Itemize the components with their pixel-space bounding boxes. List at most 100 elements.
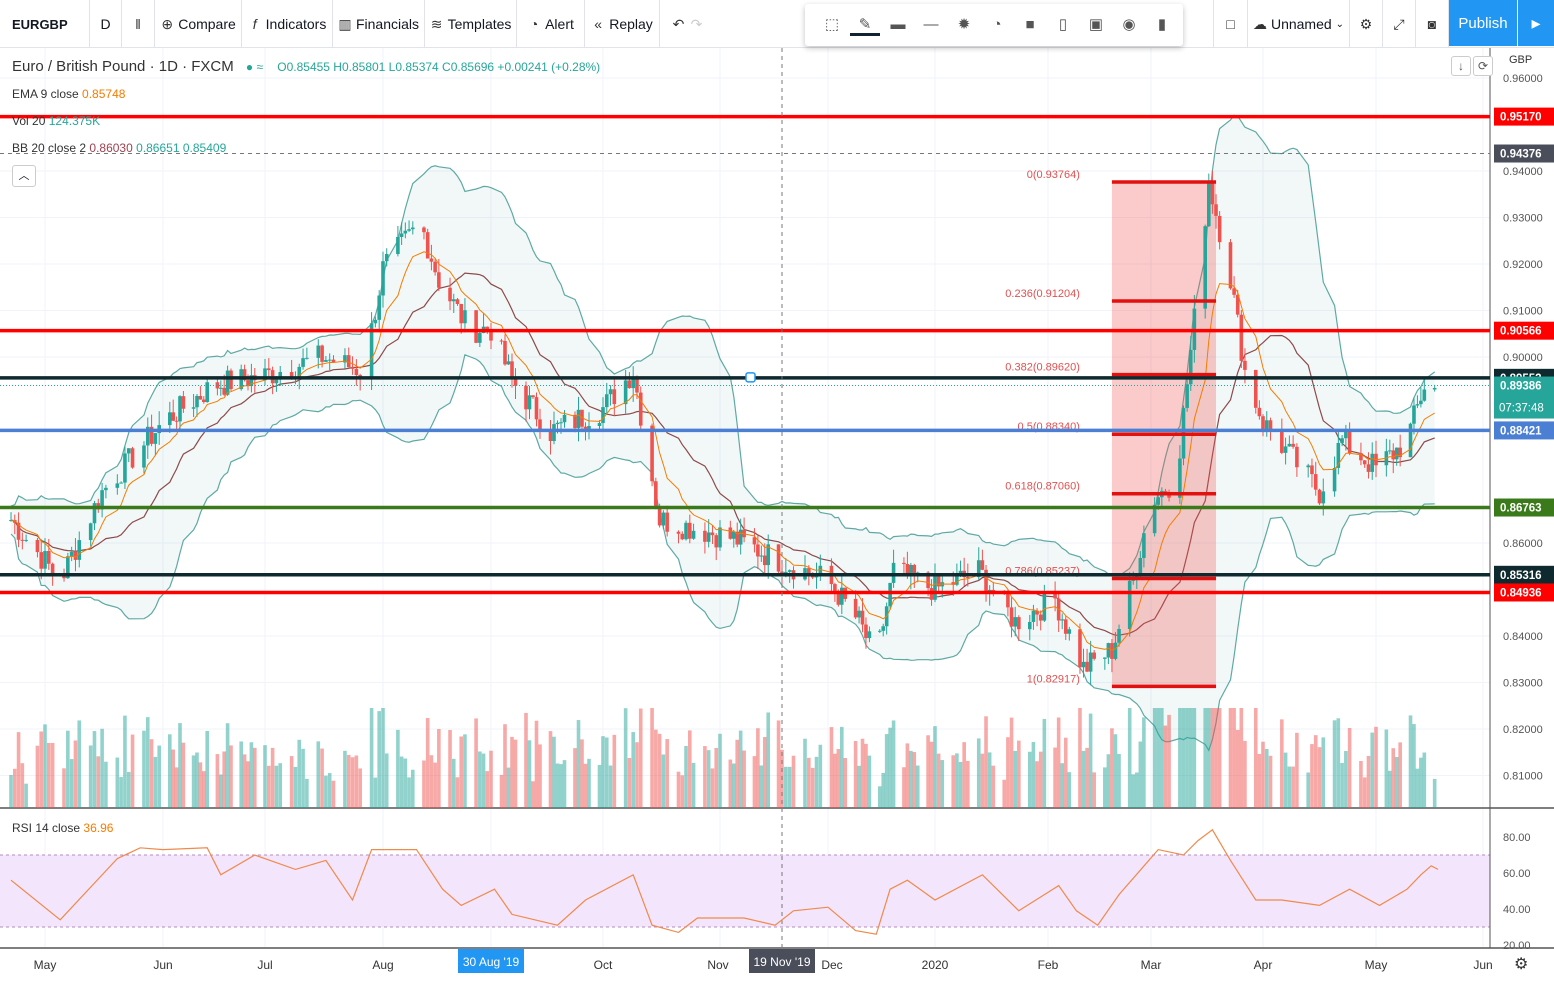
volume-bar bbox=[576, 720, 581, 808]
volume-bar bbox=[239, 741, 243, 808]
eye-icon[interactable]: ◉ bbox=[1122, 16, 1136, 33]
volume-bar bbox=[631, 732, 635, 808]
line-weight-icon[interactable]: ▬ bbox=[890, 16, 906, 33]
publish-options-button[interactable]: ▸ bbox=[1518, 0, 1554, 46]
candle-body bbox=[1408, 423, 1413, 458]
rsi-tick-label: 20.00 bbox=[1503, 940, 1531, 952]
templates-button[interactable]: ≋ Templates bbox=[425, 0, 517, 48]
plus-circle-icon: ⊕ bbox=[161, 15, 174, 32]
fill-icon[interactable]: ■ bbox=[1025, 16, 1035, 33]
fullscreen-button[interactable]: ⤢ bbox=[1383, 0, 1416, 48]
volume-bar bbox=[915, 765, 920, 808]
volume-bar bbox=[752, 756, 757, 808]
candle-body bbox=[1203, 226, 1207, 309]
volume-bar bbox=[728, 759, 733, 808]
alert-add-icon[interactable]: ◔ bbox=[992, 16, 1002, 33]
settings-icon[interactable]: ✹ bbox=[957, 16, 971, 33]
volume-bar bbox=[787, 766, 792, 808]
volume-bar bbox=[688, 730, 692, 808]
candle-body bbox=[623, 380, 628, 405]
volume-bar bbox=[884, 734, 889, 808]
trash-icon[interactable]: ▮ bbox=[1157, 16, 1167, 33]
template-icon[interactable]: ▯ bbox=[1058, 16, 1068, 33]
candle-body bbox=[1038, 614, 1043, 621]
candle-body bbox=[278, 372, 283, 380]
volume-bar bbox=[818, 744, 823, 808]
reset-scale-button[interactable]: ⟳ bbox=[1473, 56, 1493, 76]
publish-button[interactable]: Publish bbox=[1449, 0, 1518, 46]
candle-body bbox=[657, 506, 662, 526]
replay-button[interactable]: « Replay bbox=[585, 0, 660, 48]
indicators-button[interactable]: f Indicators bbox=[242, 0, 333, 48]
candle-body bbox=[1188, 349, 1193, 385]
candle-body bbox=[951, 582, 956, 585]
candle-body bbox=[381, 261, 385, 296]
volume-bar bbox=[451, 758, 456, 808]
arrow-down-icon: ↓ bbox=[1458, 59, 1464, 73]
volume-bar bbox=[327, 773, 332, 808]
candle-body bbox=[178, 396, 182, 422]
candle-body bbox=[274, 379, 279, 384]
candle-body bbox=[437, 272, 441, 288]
volume-bar bbox=[710, 768, 715, 808]
bb-legend[interactable]: BB 20 close 2 0.86030 0.86651 0.85409 bbox=[12, 141, 226, 155]
volume-bar bbox=[1006, 737, 1010, 808]
price-tick-label: 0.84000 bbox=[1503, 631, 1543, 643]
volume-bar bbox=[843, 758, 848, 808]
pencil-icon[interactable]: ✎ bbox=[850, 14, 880, 36]
bb-lower: 0.85409 bbox=[182, 141, 227, 155]
collapse-legend-button[interactable]: ︿ bbox=[12, 165, 36, 187]
interval-button[interactable]: D bbox=[90, 0, 122, 48]
drag-handle[interactable] bbox=[745, 372, 756, 383]
volume-bar bbox=[1336, 718, 1341, 808]
compare-button[interactable]: ⊕ Compare bbox=[155, 0, 242, 48]
snapshot-button[interactable]: ◙ bbox=[1416, 0, 1449, 48]
volume-bar bbox=[455, 777, 460, 808]
price-tick-label: 0.82000 bbox=[1503, 724, 1543, 736]
axis-settings-icon[interactable]: ⚙ bbox=[1514, 956, 1529, 973]
rsi-legend[interactable]: RSI 14 close 36.96 bbox=[12, 821, 113, 835]
chart-type-button[interactable]: ‖ bbox=[122, 0, 155, 48]
volume-legend[interactable]: Vol 20 124.375K bbox=[12, 114, 100, 128]
financials-button[interactable]: ▥ Financials bbox=[333, 0, 425, 48]
undo-icon[interactable]: ↶ bbox=[672, 15, 685, 32]
volume-bar bbox=[253, 747, 257, 808]
rsi-band bbox=[0, 855, 1490, 927]
volume-bar bbox=[274, 765, 279, 808]
layout-select-button[interactable]: □ bbox=[1213, 0, 1248, 48]
financials-label: Financials bbox=[355, 16, 420, 32]
lock-icon[interactable]: ▣ bbox=[1088, 16, 1104, 33]
save-layout-button[interactable]: ☁ Unnamed ⌄ bbox=[1248, 0, 1350, 48]
volume-bar bbox=[951, 755, 956, 808]
scroll-to-latest-button[interactable]: ↓ bbox=[1451, 56, 1471, 76]
volume-bar bbox=[1056, 717, 1061, 808]
candle-body bbox=[1127, 580, 1132, 630]
select-icon[interactable]: ⬚ bbox=[824, 16, 840, 33]
settings-button[interactable]: ⚙ bbox=[1350, 0, 1383, 48]
volume-bar bbox=[229, 745, 233, 808]
candle-body bbox=[123, 453, 127, 483]
volume-bar bbox=[373, 777, 378, 808]
currency-label[interactable]: GBP bbox=[1509, 54, 1533, 66]
alert-button[interactable]: ◔ Alert bbox=[517, 0, 585, 48]
symbol-search-button[interactable]: EURGBP bbox=[0, 0, 90, 48]
volume-bar bbox=[891, 720, 896, 808]
camera-icon: ◙ bbox=[1427, 16, 1437, 32]
volume-bar bbox=[474, 718, 478, 808]
candle-body bbox=[807, 568, 811, 575]
volume-bar bbox=[1306, 772, 1310, 808]
candle-body bbox=[1063, 619, 1068, 634]
candle-body bbox=[1243, 360, 1247, 370]
price-line-label-bg bbox=[1494, 321, 1554, 340]
candle-body bbox=[320, 345, 324, 362]
volume-bar bbox=[1366, 755, 1371, 808]
reset-icon: ⟳ bbox=[1477, 59, 1489, 73]
volume-bar bbox=[864, 743, 868, 808]
price-line-label-bg bbox=[1494, 421, 1554, 440]
redo-icon[interactable]: ↷ bbox=[690, 15, 703, 32]
line-style-icon[interactable]: — bbox=[923, 16, 939, 33]
candle-body bbox=[728, 527, 733, 539]
volume-bar bbox=[706, 750, 711, 808]
ema-legend[interactable]: EMA 9 close 0.85748 bbox=[12, 87, 125, 101]
